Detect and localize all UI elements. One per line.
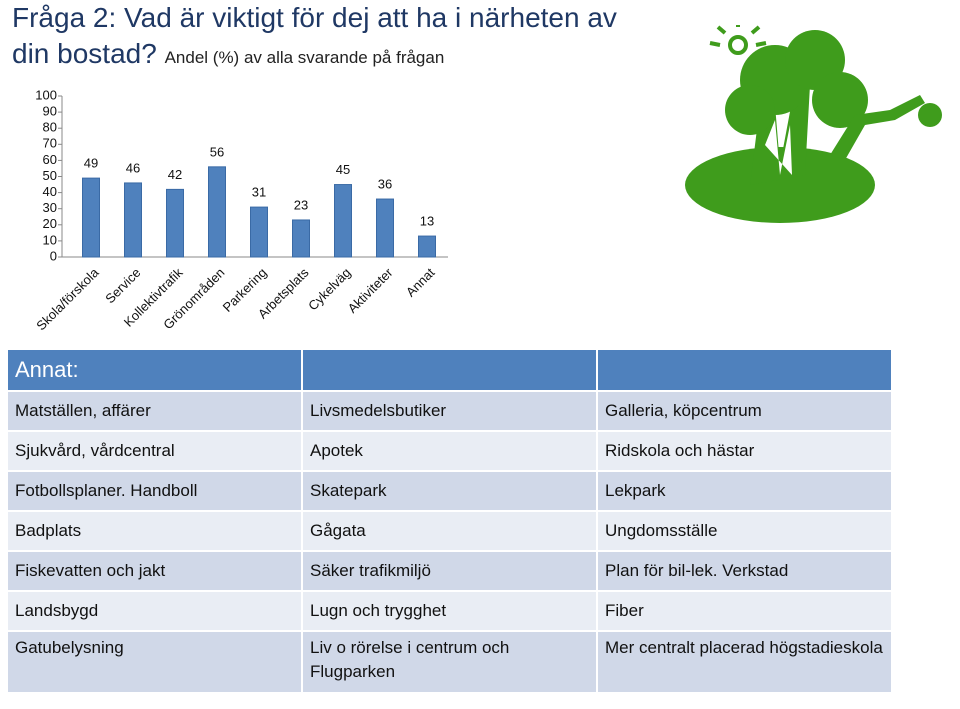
table-cell: Matställen, affärer [6, 390, 303, 432]
bar [166, 188, 184, 258]
table-cell: Ungdomsställe [596, 510, 893, 552]
bar [124, 182, 142, 258]
x-tick-label: Service [102, 265, 143, 306]
table-row: Sjukvård, vårdcentral Apotek Ridskola och … [6, 430, 893, 472]
value-label: 36 [378, 176, 392, 191]
table-row: Badplats Gågata Ungdomsställe [6, 510, 893, 552]
table-cell: Mer centralt placerad högstadieskola [596, 630, 893, 694]
table-cell: Fiber [596, 590, 893, 632]
table-cell: Fiskevatten och jakt [6, 550, 303, 592]
table-cell: Lekpark [596, 470, 893, 512]
bar [292, 219, 310, 258]
header-row: Annat: [6, 348, 893, 392]
bar [82, 177, 100, 258]
table-body: Matställen, affärer Livsmedelsbutiker Gall… [6, 390, 893, 694]
table-cell: Badplats [6, 510, 303, 552]
table-cell: Gågata [301, 510, 598, 552]
y-tick-label: 90 [43, 104, 57, 119]
value-label: 46 [126, 160, 140, 175]
value-label: 42 [168, 167, 182, 182]
table-row: Fiskevatten och jakt Säker trafikmiljö Pla… [6, 550, 893, 592]
x-tick-label: Aktiviteter [345, 264, 396, 315]
y-tick-label: 80 [43, 120, 57, 135]
header-cell [596, 348, 893, 392]
table-cell: Lugn och trygghet [301, 590, 598, 632]
header-cell [301, 348, 598, 392]
bar [250, 206, 268, 258]
table-cell: Skatepark [301, 470, 598, 512]
logo [685, 25, 942, 223]
y-tick-label: 100 [35, 87, 57, 102]
bar [418, 235, 436, 258]
table-row: Fotbollsplaner. Handboll Skatepark Lekpark [6, 470, 893, 512]
bar [376, 198, 394, 258]
subtitle: Andel (%) av alla svarande på frågan [164, 48, 445, 67]
value-label: 31 [252, 185, 266, 200]
value-label: 23 [294, 197, 308, 212]
header-cell: Annat: [6, 348, 303, 392]
value-label: 56 [210, 144, 224, 159]
table-cell: Fotbollsplaner. Handboll [6, 470, 303, 512]
y-tick-label: 20 [43, 216, 57, 231]
table-cell: Liv o rörelse i centrum och Flugparken [301, 630, 598, 694]
table-cell: Livsmedelsbutiker [301, 390, 598, 432]
y-tick-label: 40 [43, 184, 57, 199]
y-tick-label: 50 [43, 168, 57, 183]
value-label: 13 [420, 214, 434, 229]
other-table: Annat: Matställen, affärer Livsmedelsbuti… [6, 348, 893, 694]
value-label: 45 [336, 162, 350, 177]
title-text: Fråga 2: Vad är viktigt för dej att ha i… [12, 2, 617, 69]
table-row: Matställen, affärer Livsmedelsbutiker Gall… [6, 390, 893, 432]
table-cell: Gatubelysning [6, 630, 303, 694]
table-cell: Apotek [301, 430, 598, 472]
value-label: 49 [84, 156, 98, 171]
table-cell: Landsbygd [6, 590, 303, 632]
y-tick-label: 60 [43, 152, 57, 167]
x-tick-label: Skola/förskola [33, 264, 102, 333]
slide-title: Fråga 2: Vad är viktigt för dej att ha i… [12, 0, 652, 76]
table-cell: Plan för bil-lek. Verkstad [596, 550, 893, 592]
table-row: Landsbygd Lugn och trygghet Fiber [6, 590, 893, 632]
bar [334, 184, 352, 258]
x-tick-label: Annat [403, 265, 438, 300]
table-cell: Ridskola och hästar [596, 430, 893, 472]
table-cell: Säker trafikmiljö [301, 550, 598, 592]
y-tick-label: 0 [50, 248, 57, 263]
bar [208, 166, 226, 258]
table-cell: Sjukvård, vårdcentral [6, 430, 303, 472]
table-row: Gatubelysning Liv o rörelse i centrum och… [6, 630, 893, 694]
y-tick-label: 10 [43, 232, 57, 247]
table-cell: Galleria, köpcentrum [596, 390, 893, 432]
y-tick-label: 30 [43, 200, 57, 215]
y-tick-label: 70 [43, 136, 57, 151]
